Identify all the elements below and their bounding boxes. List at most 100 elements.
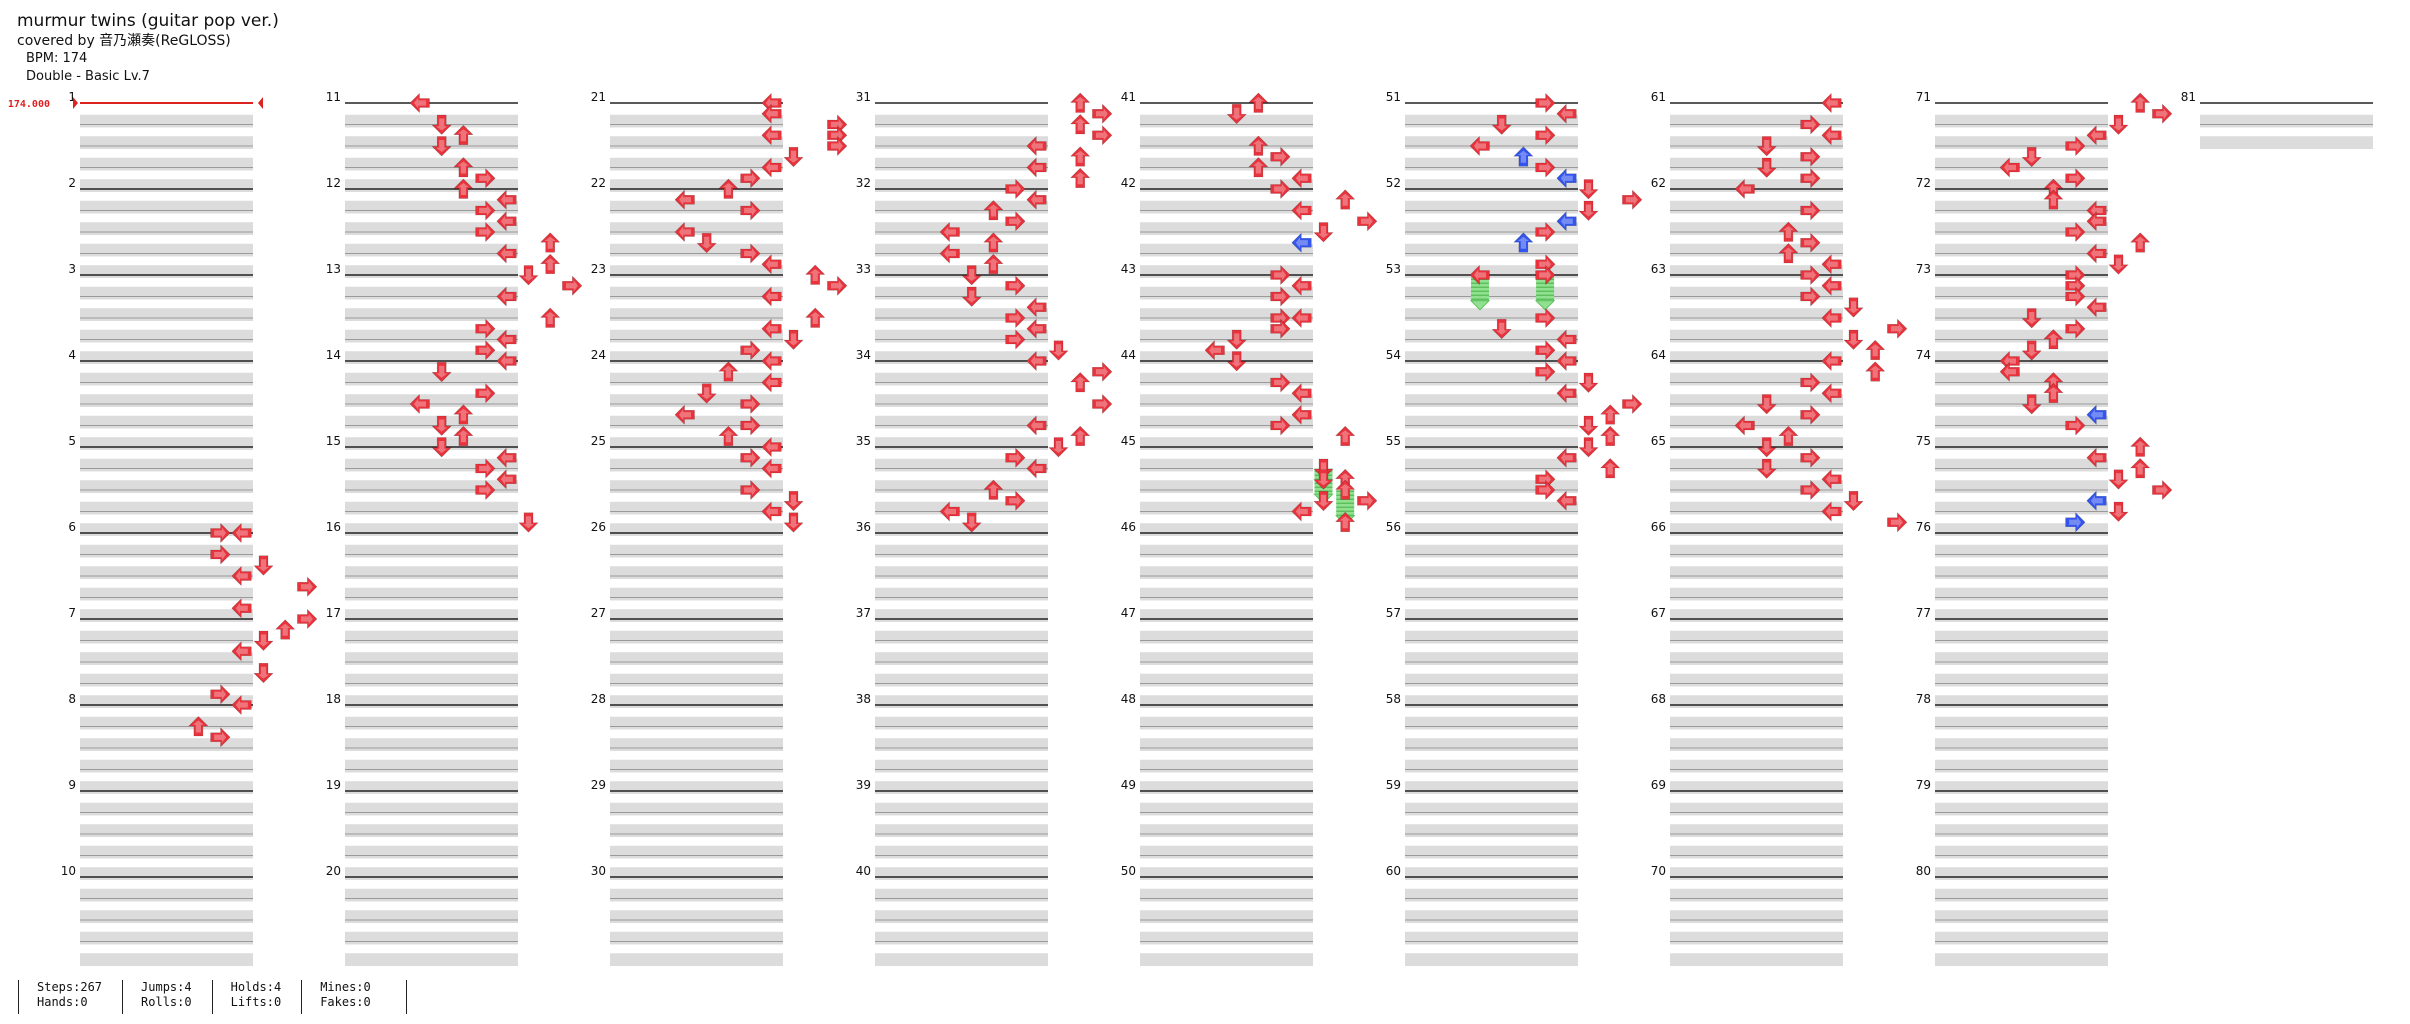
left-arrow-note <box>761 103 782 124</box>
left-arrow-note <box>1026 350 1047 372</box>
down-arrow-note <box>1756 394 1777 415</box>
up-arrow-note <box>718 425 739 447</box>
measure-band <box>80 867 253 880</box>
measure-band <box>875 609 1048 622</box>
down-arrow-note <box>1578 200 1599 221</box>
measure-number: 50 <box>1121 864 1136 878</box>
measure-band <box>875 845 1048 859</box>
measure-band <box>1140 523 1313 536</box>
down-arrow-note <box>2108 254 2129 275</box>
measure-band <box>610 845 783 859</box>
measure-number: 18 <box>326 692 341 706</box>
measure-band <box>610 136 783 149</box>
measure-band <box>1405 867 1578 880</box>
measure-band <box>80 351 253 364</box>
up-arrow-note <box>1778 243 1799 264</box>
right-arrow-note <box>210 522 231 544</box>
right-arrow-note <box>1270 146 1291 167</box>
right-arrow-note <box>1270 178 1291 200</box>
right-arrow-note <box>1800 200 1821 221</box>
right-arrow-note <box>1535 340 1556 361</box>
measure-number: 48 <box>1121 692 1136 706</box>
measure-band <box>610 308 783 321</box>
measure-band <box>1670 630 1843 644</box>
right-arrow-note <box>2065 318 2086 339</box>
measure-number: 17 <box>326 606 341 620</box>
measure-band <box>1670 867 1843 880</box>
left-arrow-note <box>1821 125 1842 146</box>
measure-band <box>80 824 253 837</box>
measure-band <box>1405 200 1578 214</box>
measure-band <box>1140 910 1313 923</box>
measure-number: 76 <box>1916 520 1931 534</box>
down-arrow-note <box>1226 103 1247 125</box>
left-arrow-note <box>496 469 517 490</box>
measure-band <box>345 953 518 966</box>
up-arrow-note <box>2129 458 2151 479</box>
left-arrow-note <box>1556 103 1577 124</box>
measure-band <box>80 587 253 601</box>
measure-band <box>345 501 518 515</box>
measure-number: 22 <box>591 176 606 190</box>
up-arrow-note <box>983 232 1004 253</box>
measure-band <box>1935 501 2108 515</box>
measure-band <box>1140 480 1313 493</box>
left-arrow-note <box>1821 307 1842 329</box>
measure-band <box>345 716 518 730</box>
down-arrow-note <box>431 437 452 458</box>
left-arrow-note <box>1821 275 1842 296</box>
right-arrow-note <box>210 544 231 565</box>
measure-number: 12 <box>326 176 341 190</box>
down-arrow-note <box>253 662 274 684</box>
measure-band <box>1405 458 1578 472</box>
measure-band <box>875 265 1048 278</box>
measure-number: 47 <box>1121 606 1136 620</box>
measure-band <box>80 953 253 966</box>
measure-band <box>345 136 518 149</box>
measure-band <box>1935 587 2108 601</box>
left-arrow-note <box>1291 200 1312 221</box>
measure-band <box>345 114 518 128</box>
left-arrow-note <box>1821 469 1842 490</box>
left-arrow-note <box>1026 415 1047 436</box>
measure-band <box>1140 587 1313 601</box>
measure-band <box>875 351 1048 364</box>
measure-band <box>1935 888 2108 902</box>
down-arrow-note <box>1313 490 1334 512</box>
down-arrow-note <box>1578 415 1599 436</box>
measure-band <box>1935 802 2108 816</box>
measure-number: 30 <box>591 864 606 878</box>
measure-band <box>1935 243 2108 257</box>
measure-band <box>875 867 1048 880</box>
measure-band <box>80 329 253 343</box>
up-arrow-note-blue <box>1513 232 1534 253</box>
up-arrow-note <box>1069 114 1091 135</box>
measure-band <box>345 630 518 644</box>
down-arrow-note <box>1226 329 1247 350</box>
left-arrow-note <box>761 350 782 372</box>
measure-number: 75 <box>1916 434 1931 448</box>
left-arrow-note <box>1556 447 1577 468</box>
down-arrow-note <box>1313 469 1334 490</box>
measure-band <box>345 845 518 859</box>
right-arrow-note <box>1092 393 1113 415</box>
measure-band <box>875 587 1048 601</box>
left-arrow-note <box>496 189 517 210</box>
down-arrow-note <box>1491 114 1512 135</box>
left-arrow-note <box>1026 189 1047 210</box>
measure-band <box>1670 523 1843 536</box>
measure-band <box>1670 501 1843 515</box>
up-arrow-note <box>453 178 474 199</box>
right-arrow-note <box>475 479 496 501</box>
up-arrow-note <box>1864 361 1886 382</box>
right-arrow-note <box>1005 178 1026 200</box>
down-arrow-note <box>1843 297 1864 318</box>
down-arrow-note <box>2108 469 2129 490</box>
right-arrow-note <box>1357 490 1378 511</box>
measure-band <box>1670 394 1843 407</box>
measure-band <box>1670 652 1843 665</box>
measure-band <box>1140 824 1313 837</box>
right-arrow-note-blue <box>2065 512 2086 533</box>
measure-number: 53 <box>1386 262 1401 276</box>
measure-number: 62 <box>1651 176 1666 190</box>
